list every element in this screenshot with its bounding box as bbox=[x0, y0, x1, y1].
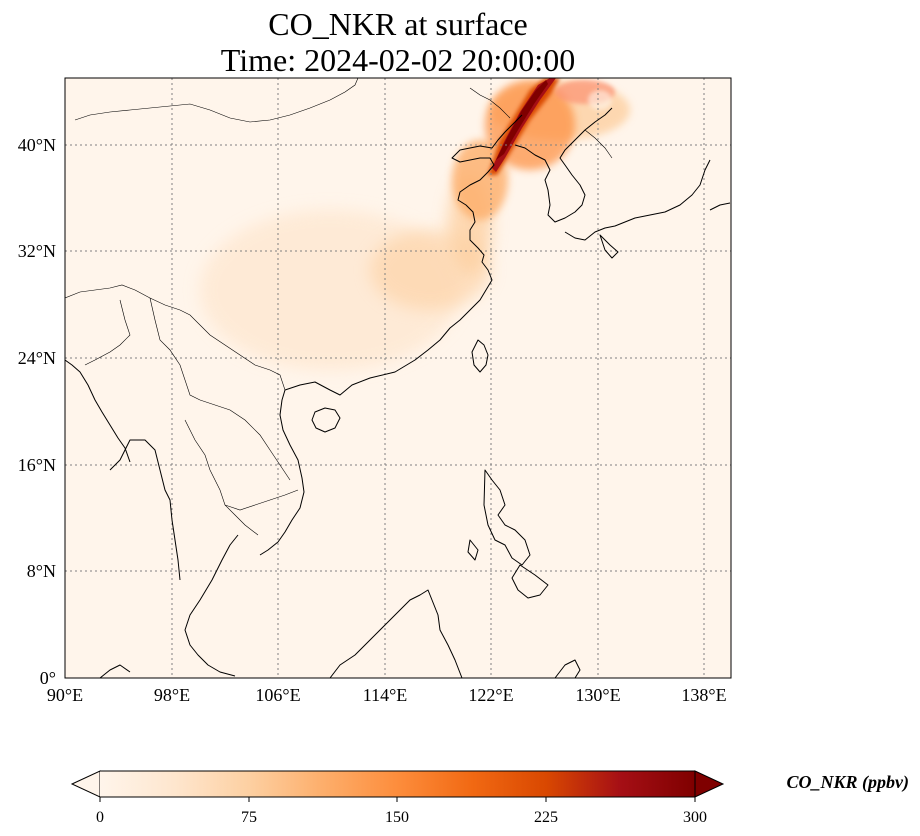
country-borders bbox=[65, 78, 613, 536]
lat-tick-label: 8°N bbox=[27, 561, 56, 581]
lat-tick-label: 16°N bbox=[18, 455, 56, 475]
lat-tick-label: 0° bbox=[40, 668, 56, 688]
colorbar-tick-label: 75 bbox=[241, 809, 257, 826]
colorbar: 0 75 150 225 300 CO_NKR (ppbv) bbox=[70, 770, 910, 826]
colorbar-extend-min bbox=[70, 770, 101, 798]
lon-tick-label: 122°E bbox=[468, 685, 513, 705]
colorbar-extend-max bbox=[694, 770, 725, 798]
colorbar-gradient bbox=[100, 771, 695, 797]
map-background bbox=[65, 78, 731, 678]
lat-tick-label: 32°N bbox=[18, 241, 56, 261]
lon-tick-label: 130°E bbox=[575, 685, 620, 705]
colorbar-tick-label: 0 bbox=[96, 809, 104, 826]
map-area bbox=[65, 78, 731, 678]
lon-tick-label: 106°E bbox=[255, 685, 300, 705]
lat-tick-label: 40°N bbox=[18, 135, 56, 155]
plot-title-line2: Time: 2024-02-02 20:00:00 bbox=[220, 42, 576, 78]
lon-tick-label: 114°E bbox=[363, 685, 408, 705]
colorbar-label: CO_NKR (ppbv) bbox=[787, 772, 910, 793]
latitude-tick-labels: 0° 8°N 16°N 24°N 32°N 40°N bbox=[18, 135, 56, 688]
lat-tick-label: 24°N bbox=[18, 348, 56, 368]
plot-title-line1: CO_NKR at surface bbox=[268, 6, 528, 42]
longitude-tick-labels: 90°E 98°E 106°E 114°E 122°E 130°E 138°E bbox=[47, 685, 727, 705]
colorbar-tick-label: 150 bbox=[385, 809, 409, 826]
coastlines bbox=[65, 107, 731, 678]
lon-tick-label: 138°E bbox=[681, 685, 726, 705]
map-frame bbox=[64, 77, 732, 679]
colorbar-tick-label: 225 bbox=[534, 809, 558, 826]
colorbar-tick-label: 300 bbox=[683, 809, 707, 826]
gridlines bbox=[65, 78, 731, 678]
lon-tick-label: 98°E bbox=[154, 685, 190, 705]
lon-tick-label: 90°E bbox=[47, 685, 83, 705]
